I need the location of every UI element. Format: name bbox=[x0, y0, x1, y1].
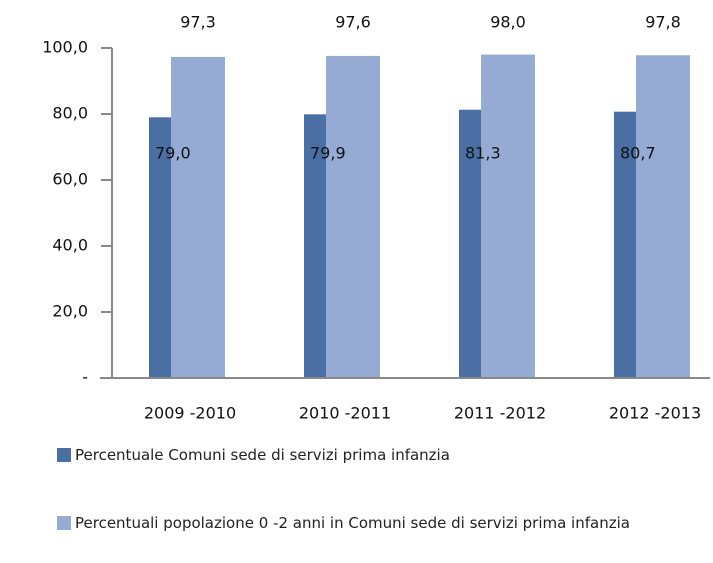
bar bbox=[459, 109, 481, 379]
y-tick-label: - bbox=[82, 368, 88, 387]
y-tick-label: 60,0 bbox=[52, 170, 88, 189]
legend-item: Percentuale Comuni sede di servizi prima… bbox=[57, 443, 677, 468]
x-tick-label: 2011 -2012 bbox=[454, 404, 546, 423]
legend-label: Percentuale Comuni sede di servizi prima… bbox=[75, 446, 450, 464]
value-label: 80,7 bbox=[620, 144, 656, 163]
bar bbox=[614, 111, 636, 378]
bar bbox=[481, 54, 535, 378]
y-tick-label: 100,0 bbox=[42, 38, 88, 57]
value-label: 79,9 bbox=[310, 144, 346, 163]
value-label: 81,3 bbox=[465, 144, 501, 163]
value-label: 98,0 bbox=[490, 13, 526, 32]
legend-swatch bbox=[57, 448, 71, 462]
value-label: 97,8 bbox=[645, 13, 681, 32]
x-tick-label: 2012 -2013 bbox=[609, 404, 701, 423]
legend-item: Percentuali popolazione 0 -2 anni in Com… bbox=[57, 511, 677, 536]
y-tick-label: 20,0 bbox=[52, 302, 88, 321]
bar bbox=[636, 55, 690, 378]
bar bbox=[171, 56, 225, 378]
y-tick-label: 80,0 bbox=[52, 104, 88, 123]
value-label: 97,3 bbox=[180, 13, 216, 32]
bar bbox=[326, 55, 380, 379]
legend-label: Percentuali popolazione 0 -2 anni in Com… bbox=[75, 514, 630, 532]
y-tick-label: 40,0 bbox=[52, 236, 88, 255]
value-label: 97,6 bbox=[335, 13, 371, 32]
bar bbox=[304, 114, 326, 378]
bar bbox=[149, 117, 171, 379]
x-tick-label: 2009 -2010 bbox=[144, 404, 236, 423]
value-label: 79,0 bbox=[155, 144, 191, 163]
chart: - 20,0 40,0 60,0 80,0 100,0 2009 -2010 2010 -20… bbox=[42, 13, 710, 423]
legend-swatch bbox=[57, 516, 71, 530]
x-tick-label: 2010 -2011 bbox=[299, 404, 391, 423]
